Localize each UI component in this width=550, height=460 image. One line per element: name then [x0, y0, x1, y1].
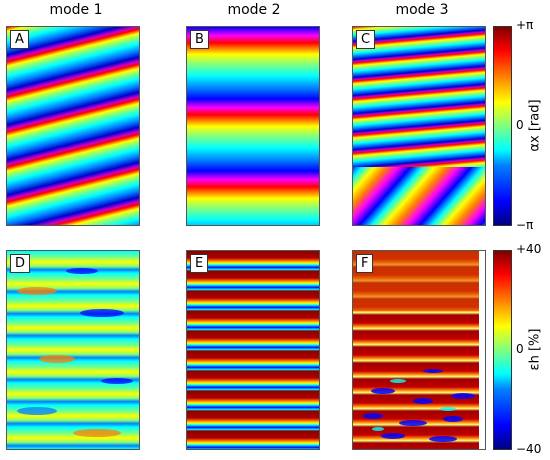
colorbar-strain-tick-min: −40	[516, 442, 542, 456]
panel-e-image	[187, 251, 319, 449]
panel-c-label: C	[356, 30, 376, 49]
panel-f: F	[352, 250, 486, 450]
colorbar-strain-tick-max: +40	[516, 242, 542, 256]
panel-e-label: E	[190, 254, 209, 273]
panel-e: E	[186, 250, 320, 450]
colorbar-strain	[493, 250, 512, 450]
panel-b-label: B	[190, 30, 209, 49]
panel-b-image	[187, 27, 319, 225]
colorbar-strain-tick-zero: 0	[516, 342, 524, 356]
panel-d-label: D	[10, 254, 31, 273]
panel-c: C	[352, 26, 486, 226]
panel-d: D	[6, 250, 140, 450]
panel-f-image	[353, 251, 485, 449]
panel-f-label: F	[356, 254, 374, 273]
panel-b: B	[186, 26, 320, 226]
colorbar-alpha	[493, 26, 512, 226]
column-title-mode-3: mode 3	[395, 2, 449, 18]
colorbar-alpha-tick-min: −π	[516, 218, 534, 232]
column-title-mode-2: mode 2	[227, 2, 281, 18]
colorbar-alpha-label: αx [rad]	[527, 99, 543, 152]
colorbar-strain-label: εh [%]	[527, 328, 543, 371]
panel-d-image	[7, 251, 139, 449]
column-title-mode-1: mode 1	[49, 2, 103, 18]
colorbar-alpha-tick-max: +π	[516, 18, 534, 32]
colorbar-alpha-tick-zero: 0	[516, 118, 524, 132]
panel-a-label: A	[10, 30, 29, 49]
panel-c-image	[353, 27, 485, 225]
panel-a: A	[6, 26, 140, 226]
panel-a-image	[7, 27, 139, 225]
